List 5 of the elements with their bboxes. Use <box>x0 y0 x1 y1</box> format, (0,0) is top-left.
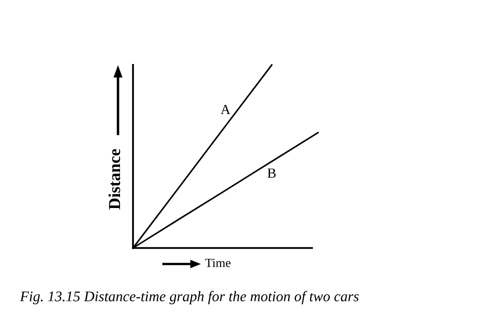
caption: Fig. 13.15 Distance-time graph for the motion of two cars <box>20 290 359 304</box>
y-axis-title: Distance <box>108 149 120 210</box>
series-label: A <box>220 104 230 114</box>
series-label: B <box>268 168 276 178</box>
x-axis-title: Time <box>205 258 231 268</box>
